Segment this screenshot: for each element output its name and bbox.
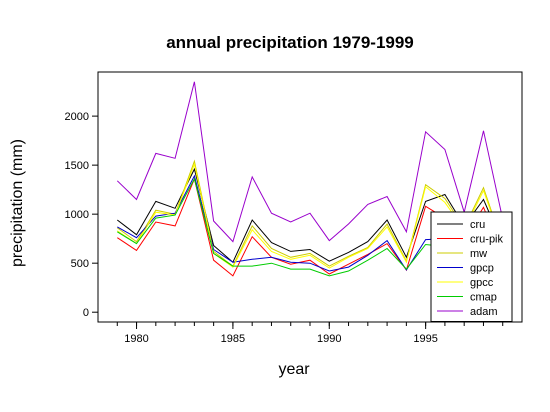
- legend-label-gpcc: gpcc: [470, 277, 494, 289]
- legend-label-cmap: cmap: [470, 292, 497, 304]
- legend: cru cru-pik mw gpcp gpcc cmap adam: [430, 211, 513, 322]
- y-axis: 0 500 1000 1500 2000: [65, 111, 98, 319]
- legend-label-adam: adam: [470, 306, 498, 318]
- x-tick-label: 1985: [221, 333, 245, 345]
- series-line-adam: [116, 81, 504, 243]
- series-line-mw: [117, 159, 504, 267]
- x-tick-label: 1995: [413, 333, 437, 345]
- legend-label-cru: cru: [470, 219, 485, 231]
- y-tick-label: 500: [71, 258, 89, 270]
- y-tick-label: 1000: [65, 209, 89, 221]
- x-axis-label: year: [278, 361, 310, 378]
- x-tick-label: 1990: [317, 333, 341, 345]
- legend-label-cru-pik: cru-pik: [470, 234, 504, 246]
- x-tick-label: 1980: [124, 333, 148, 345]
- series-line-gpcc: [117, 162, 504, 269]
- legend-label-gpcp: gpcp: [470, 263, 494, 275]
- legend-label-mw: mw: [470, 248, 487, 260]
- chart-title: annual precipitation 1979-1999: [166, 33, 414, 52]
- y-tick-label: 2000: [65, 111, 89, 123]
- x-axis: 1980 1985 1990 1995: [116, 322, 504, 345]
- legend-box: [430, 211, 513, 322]
- y-axis-label: precipitation (mm): [9, 139, 26, 267]
- y-tick-label: 1500: [65, 160, 89, 172]
- y-tick-label: 0: [83, 307, 89, 319]
